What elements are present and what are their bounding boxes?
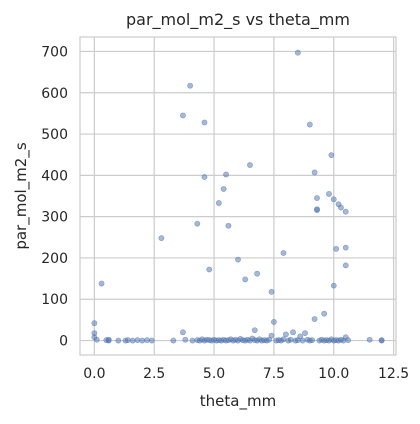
data-point xyxy=(93,336,100,343)
data-point xyxy=(91,320,98,327)
data-point xyxy=(271,319,277,325)
data-point xyxy=(98,280,105,287)
data-point xyxy=(220,186,227,192)
data-point xyxy=(268,288,275,295)
data-point xyxy=(124,337,131,344)
data-point xyxy=(321,310,328,317)
data-point xyxy=(182,336,189,343)
data-point xyxy=(225,222,232,229)
data-point xyxy=(180,329,186,336)
x-tick-label: 2.5 xyxy=(143,366,165,382)
data-point xyxy=(170,337,177,344)
data-point xyxy=(330,196,337,203)
data-point xyxy=(134,337,141,344)
data-point xyxy=(266,336,273,343)
data-point xyxy=(342,262,349,269)
data-point xyxy=(139,337,146,344)
plot-frame xyxy=(79,36,397,356)
data-point xyxy=(309,337,316,344)
y-tick-label: 0 xyxy=(59,334,68,350)
data-point xyxy=(299,337,306,344)
data-point xyxy=(338,204,344,211)
data-point xyxy=(215,200,222,206)
data-point xyxy=(326,191,332,197)
data-point xyxy=(189,337,196,344)
y-tick-label: 300 xyxy=(41,210,68,226)
data-point xyxy=(247,162,253,168)
data-point xyxy=(194,220,201,227)
data-point xyxy=(115,337,122,344)
y-tick-label: 500 xyxy=(41,127,68,143)
y-axis-label: par_mol_m2_s xyxy=(12,142,31,249)
data-point xyxy=(287,336,294,343)
data-point xyxy=(254,270,261,277)
data-point xyxy=(314,195,320,201)
data-point xyxy=(251,327,258,334)
plot-area: 0.0 2.5 5.0 7.5 10.0 12.5 0 100 200 300 400 500 600 7… xyxy=(41,36,409,382)
data-point xyxy=(311,316,318,322)
data-point xyxy=(340,337,347,344)
x-tick-label: 10.0 xyxy=(318,366,349,382)
data-point xyxy=(366,336,373,343)
data-point xyxy=(330,282,337,289)
data-point xyxy=(223,171,229,178)
data-point xyxy=(201,174,208,180)
data-point xyxy=(311,169,318,176)
data-point xyxy=(280,250,287,256)
data-point xyxy=(290,329,296,336)
data-point xyxy=(333,245,340,252)
y-tick-label: 400 xyxy=(41,168,68,184)
data-point xyxy=(187,82,194,89)
data-point xyxy=(294,49,301,56)
y-tick-label: 200 xyxy=(41,251,68,267)
data-point xyxy=(158,235,165,242)
data-point xyxy=(314,207,320,213)
y-tick-label: 600 xyxy=(41,86,68,102)
x-tick-label: 7.5 xyxy=(263,366,285,382)
data-point xyxy=(201,119,208,126)
x-tick-label: 0.0 xyxy=(83,366,105,382)
y-tick-label: 700 xyxy=(41,44,68,60)
data-point xyxy=(342,244,349,251)
data-point xyxy=(342,208,349,215)
x-tick-label: 12.5 xyxy=(378,366,409,382)
data-point xyxy=(280,336,287,343)
data-point xyxy=(180,112,186,119)
data-point xyxy=(235,256,241,263)
data-point xyxy=(378,337,385,344)
data-point xyxy=(294,337,301,344)
y-tick-label: 100 xyxy=(41,292,68,308)
data-point xyxy=(345,337,352,344)
data-point xyxy=(282,331,289,338)
data-point xyxy=(144,337,150,344)
chart-title: par_mol_m2_s vs theta_mm xyxy=(126,10,350,30)
data-point xyxy=(302,330,308,337)
x-tick-label: 5.0 xyxy=(203,366,225,382)
data-point xyxy=(328,152,335,159)
data-point xyxy=(148,337,155,344)
data-point xyxy=(242,276,249,283)
x-axis-label: theta_mm xyxy=(200,392,276,411)
data-point xyxy=(306,121,313,128)
data-point xyxy=(105,336,112,343)
data-point xyxy=(129,337,136,344)
data-point xyxy=(206,266,213,273)
